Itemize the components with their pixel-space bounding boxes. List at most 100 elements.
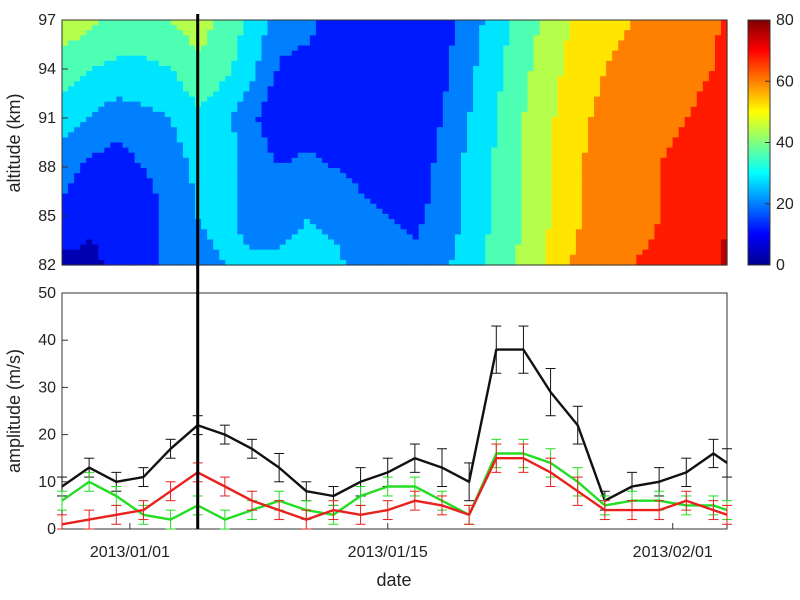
contour-cell	[140, 127, 148, 133]
contour-cell	[340, 106, 347, 113]
contour-cell	[207, 55, 214, 62]
contour-cell	[587, 132, 595, 138]
contour-cell	[527, 60, 535, 67]
contour-cell	[563, 229, 571, 235]
contour-cell	[479, 40, 486, 47]
contour-cell	[358, 127, 365, 133]
contour-cell	[587, 229, 595, 235]
contour-cell	[92, 20, 99, 26]
contour-cell	[207, 244, 214, 251]
contour-cell	[708, 20, 716, 26]
contour-cell	[182, 132, 190, 138]
contour-cell	[684, 116, 692, 123]
contour-cell	[201, 30, 208, 36]
contour-cell	[176, 25, 184, 31]
contour-cell	[188, 213, 196, 220]
contour-cell	[612, 101, 619, 108]
contour-cell	[315, 234, 323, 241]
contour-cell	[606, 101, 613, 108]
contour-cell	[116, 234, 124, 241]
contour-cell	[678, 244, 686, 251]
contour-cell	[297, 122, 305, 128]
contour-cell	[660, 127, 668, 133]
contour-cell	[219, 40, 226, 47]
contour-cell	[352, 239, 359, 246]
contour-cell	[521, 239, 529, 246]
contour-cell	[376, 183, 384, 190]
contour-cell	[648, 168, 656, 174]
contour-cell	[315, 101, 323, 108]
contour-cell	[678, 208, 686, 215]
contour-cell	[654, 244, 662, 251]
contour-cell	[146, 198, 154, 205]
contour-cell	[328, 152, 335, 159]
contour-cell	[618, 20, 625, 26]
contour-cell	[690, 183, 698, 190]
contour-cell	[684, 234, 692, 241]
contour-cell	[491, 224, 498, 230]
contour-cell	[672, 229, 680, 235]
contour-cell	[231, 55, 238, 62]
contour-cell	[672, 234, 680, 241]
contour-cell	[418, 45, 426, 52]
contour-cell	[521, 244, 529, 251]
contour-cell	[285, 173, 293, 179]
contour-cell	[569, 106, 577, 113]
contour-cell	[273, 127, 281, 133]
contour-cell	[430, 157, 438, 164]
contour-cell	[642, 234, 650, 241]
contour-cell	[273, 224, 281, 230]
contour-cell	[309, 183, 317, 190]
contour-cell	[225, 178, 232, 184]
contour-cell	[557, 35, 565, 42]
contour-cell	[454, 50, 462, 57]
contour-cell	[606, 244, 613, 251]
contour-cell	[80, 213, 87, 220]
contour-cell	[285, 65, 293, 72]
contour-cell	[424, 81, 432, 87]
contour-cell	[636, 76, 643, 82]
contour-cell	[418, 20, 426, 26]
contour-cell	[406, 168, 414, 174]
contour-cell	[594, 224, 601, 230]
contour-cell	[291, 65, 299, 72]
contour-cell	[461, 40, 468, 47]
contour-cell	[473, 219, 480, 225]
contour-cell	[80, 234, 87, 241]
contour-cell	[461, 157, 468, 164]
contour-cell	[273, 55, 281, 62]
contour-cell	[297, 71, 305, 77]
contour-cell	[110, 55, 118, 62]
contour-cell	[116, 162, 124, 169]
contour-cell	[461, 244, 468, 251]
contour-cell	[509, 55, 517, 62]
contour-cell	[291, 55, 299, 62]
contour-cell	[594, 91, 601, 98]
contour-cell	[74, 65, 81, 72]
contour-cell	[86, 208, 93, 215]
contour-cell	[364, 132, 371, 138]
contour-cell	[418, 116, 426, 123]
contour-cell	[600, 198, 607, 205]
contour-cell	[376, 50, 384, 57]
contour-cell	[104, 229, 111, 235]
contour-cell	[116, 229, 124, 235]
contour-cell	[485, 137, 492, 144]
contour-cell	[346, 193, 353, 200]
contour-cell	[406, 229, 414, 235]
contour-cell	[551, 132, 559, 138]
contour-cell	[255, 55, 263, 62]
contour-cell	[188, 193, 196, 200]
contour-cell	[575, 142, 583, 149]
contour-cell	[442, 188, 450, 195]
contour-cell	[539, 127, 547, 133]
contour-cell	[690, 137, 698, 144]
contour-cell	[152, 111, 160, 118]
contour-cell	[581, 122, 589, 128]
contour-cell	[152, 188, 160, 195]
contour-cell	[654, 147, 662, 154]
contour-cell	[74, 45, 81, 52]
contour-cell	[497, 173, 504, 179]
contour-cell	[170, 111, 178, 118]
contour-cell	[255, 183, 263, 190]
